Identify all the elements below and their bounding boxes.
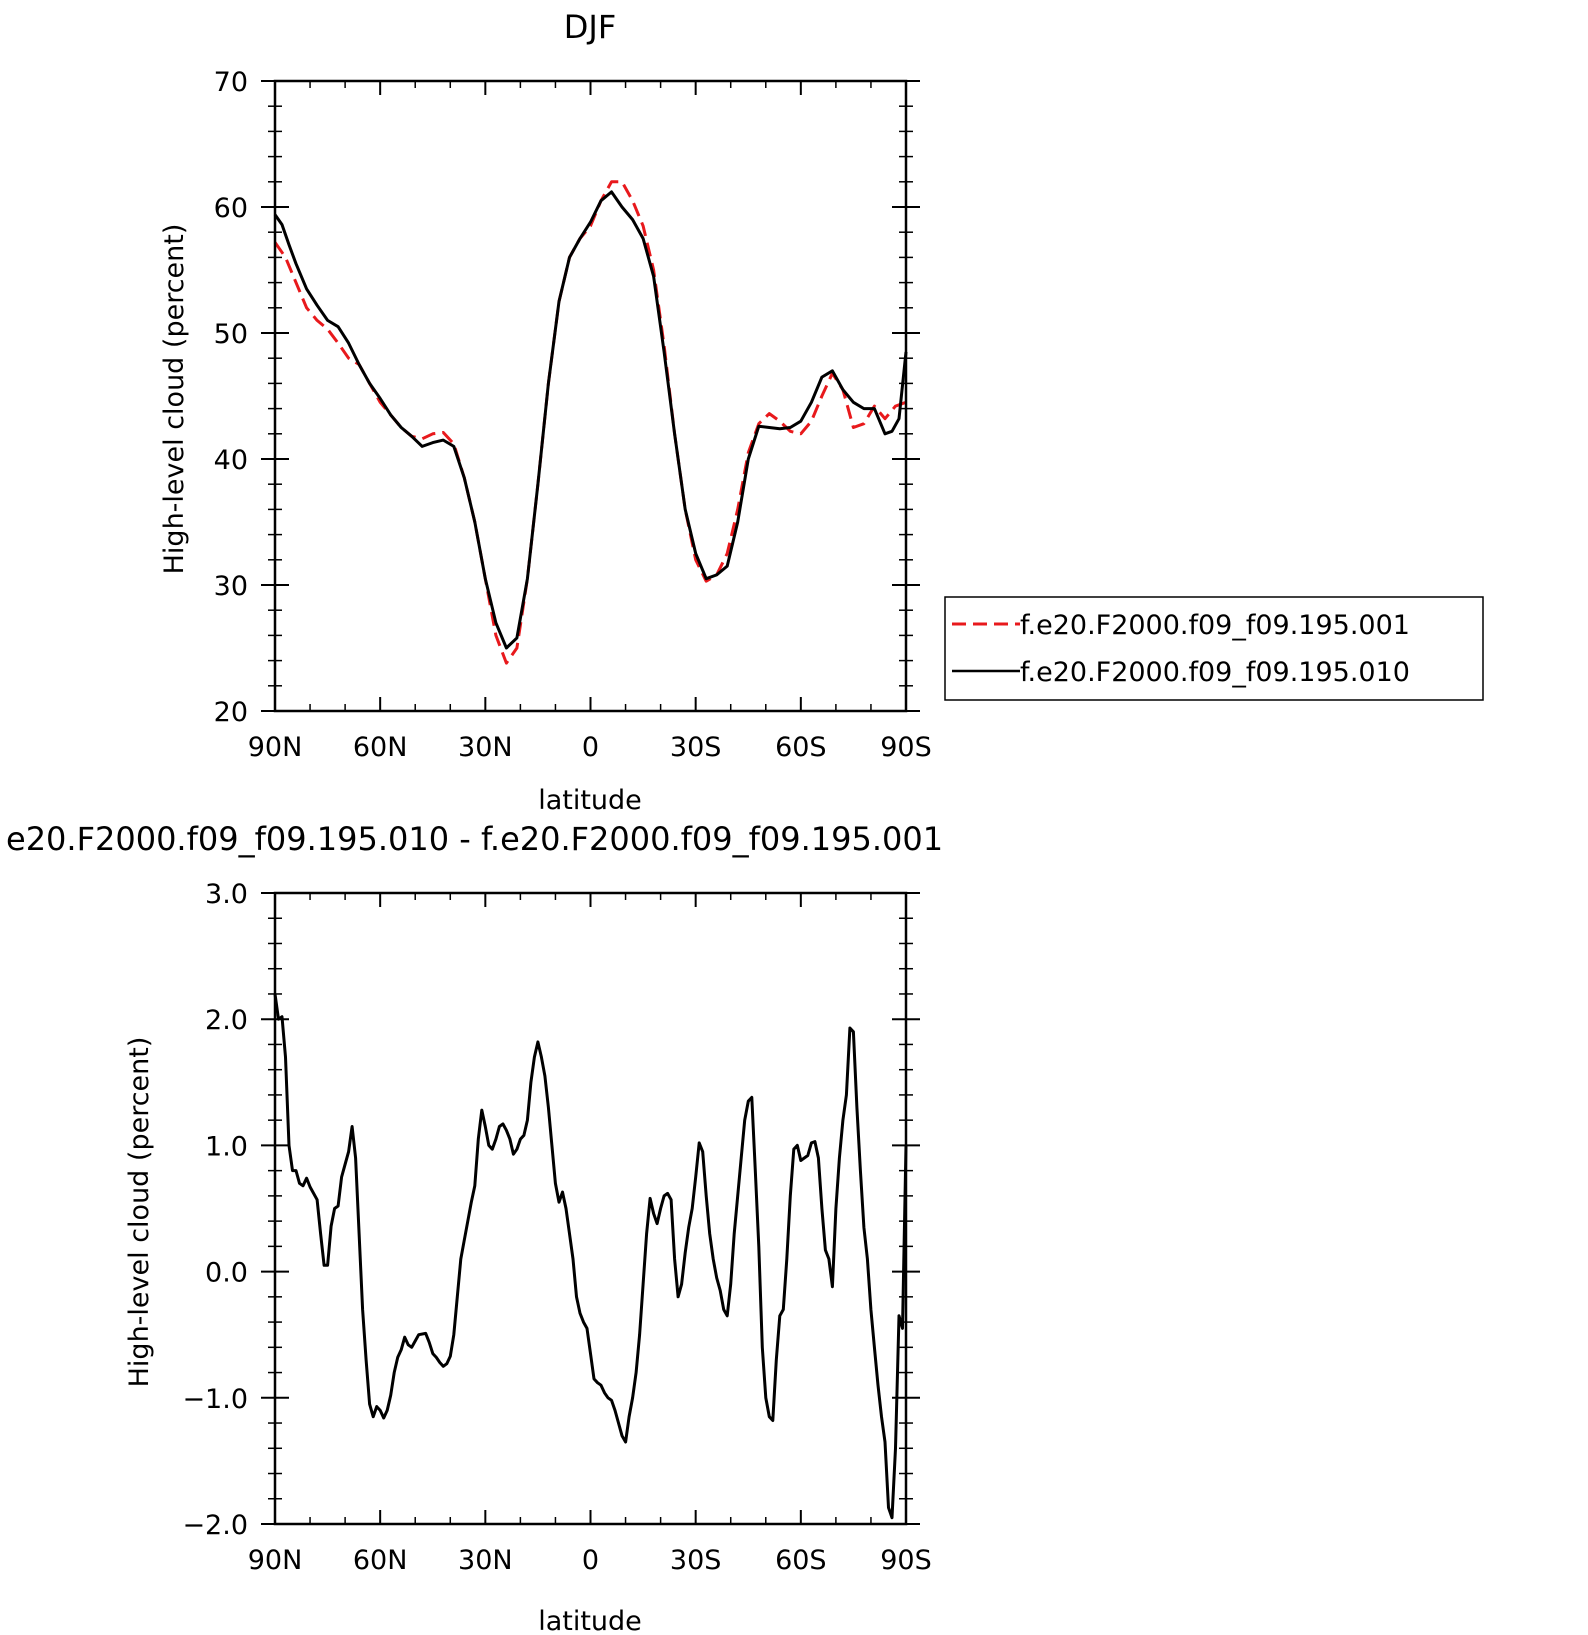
bottom-chart-title: e20.F2000.f09_f09.195.010 - f.e20.F2000.… [6, 820, 943, 858]
bottom-chart-x-axis-label: latitude [538, 1606, 642, 1635]
top-chart-x-axis-label: latitude [538, 785, 642, 816]
legend-label-series-010: f.e20.F2000.f09_f09.195.010 [1020, 657, 1410, 688]
top-chart-series-line-0 [273, 180, 907, 665]
legend: f.e20.F2000.f09_f09.195.001 f.e20.F2000.… [944, 596, 1484, 701]
top-chart-x-tick-label: 30N [458, 732, 513, 763]
top-chart-x-tick-label: 90N [248, 732, 303, 763]
top-chart-x-tick-label: 60S [775, 732, 827, 763]
bottom-chart-y-tick-label: −2.0 [182, 1510, 248, 1541]
bottom-chart-x-tick-label: 30N [458, 1545, 513, 1576]
bottom-chart-series-line-0 [273, 993, 908, 1520]
top-chart-y-tick-label: 30 [214, 571, 248, 602]
bottom-chart-plot-frame [273, 891, 908, 1526]
top-chart-y-tick-label: 60 [214, 193, 248, 224]
bottom-chart-x-tick-label: 30S [670, 1545, 722, 1576]
top-chart-plot-frame [273, 79, 908, 713]
top-chart-x-tick-label: 60N [353, 732, 408, 763]
top-chart-y-tick-label: 20 [214, 697, 248, 728]
top-chart: DJF latitude High-level cloud (percent) … [159, 8, 1484, 816]
bottom-chart-x-tick-label: 60S [775, 1545, 827, 1576]
legend-label-series-001: f.e20.F2000.f09_f09.195.001 [1020, 610, 1410, 641]
bottom-chart-x-tick-label: 90S [880, 1545, 932, 1576]
top-chart-y-axis-label: High-level cloud (percent) [159, 224, 190, 575]
bottom-chart-x-tick-label: 0 [582, 1545, 599, 1576]
top-chart-y-tick-label: 70 [214, 67, 248, 98]
bottom-chart: e20.F2000.f09_f09.195.010 - f.e20.F2000.… [6, 820, 943, 1635]
top-chart-y-tick-label: 40 [214, 445, 248, 476]
top-chart-x-tick-label: 30S [670, 732, 722, 763]
top-chart-series-line-1 [273, 190, 908, 650]
bottom-chart-x-tick-label: 90N [248, 1545, 303, 1576]
top-chart-y-tick-label: 50 [214, 319, 248, 350]
top-chart-title: DJF [564, 8, 616, 46]
bottom-chart-y-tick-label: 0.0 [205, 1258, 248, 1289]
legend-box [944, 596, 1484, 701]
bottom-chart-y-axis-label: High-level cloud (percent) [124, 1037, 155, 1388]
bottom-chart-y-tick-label: 2.0 [205, 1005, 248, 1036]
bottom-chart-y-tick-label: −1.0 [182, 1384, 248, 1415]
bottom-chart-y-tick-label: 3.0 [205, 879, 248, 910]
bottom-chart-x-tick-label: 60N [353, 1545, 408, 1576]
bottom-chart-y-tick-label: 1.0 [205, 1131, 248, 1162]
top-chart-x-tick-label: 90S [880, 732, 932, 763]
top-chart-x-tick-label: 0 [582, 732, 599, 763]
